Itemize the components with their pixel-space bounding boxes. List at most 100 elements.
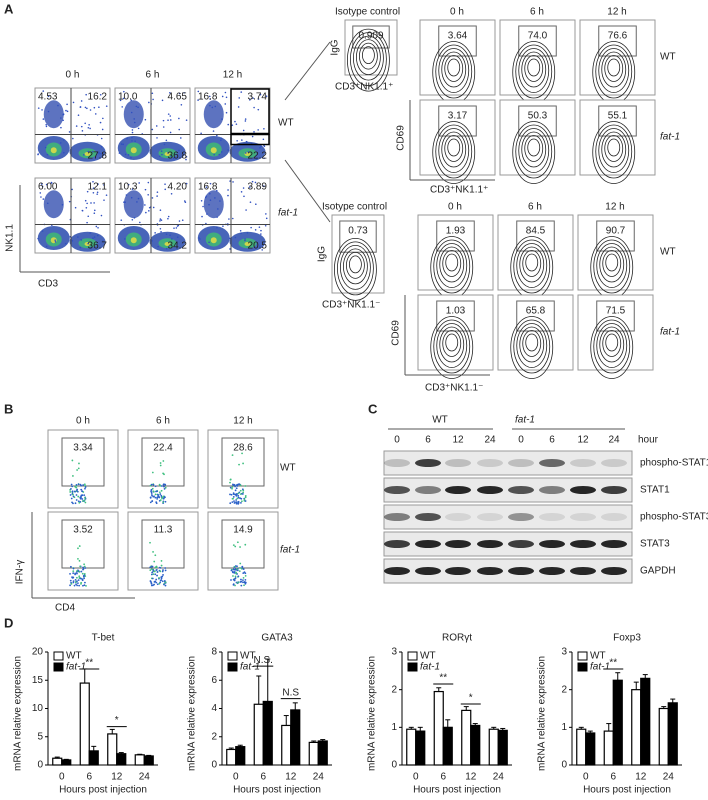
- gate-value: 12.1: [88, 182, 108, 193]
- contour: [607, 58, 621, 77]
- event-dot: [77, 236, 79, 238]
- gate-value: 4.20: [168, 182, 188, 193]
- event-dot: [82, 500, 84, 503]
- event-dot: [148, 210, 150, 212]
- event-dot: [152, 569, 155, 571]
- event-dot: [72, 576, 75, 579]
- event-dot: [175, 227, 178, 229]
- plot-frame: [47, 511, 119, 591]
- gate-value: 50.3: [528, 111, 548, 122]
- event-dot: [237, 494, 240, 497]
- bar: [442, 726, 453, 766]
- event-dot: [98, 151, 100, 154]
- plot-frame: [497, 294, 574, 371]
- contour: [521, 51, 547, 88]
- event-dot: [178, 128, 181, 131]
- event-dot: [160, 494, 163, 497]
- y-tick-label: 0: [211, 760, 217, 771]
- gate: [516, 220, 555, 252]
- event-dot: [233, 572, 236, 574]
- contour: [441, 51, 467, 88]
- event-dot: [156, 583, 159, 586]
- event-dot: [151, 128, 154, 131]
- event-dot: [69, 494, 72, 496]
- event-dot: [246, 231, 249, 234]
- event-dot: [78, 584, 81, 587]
- y-axis-label: CD69: [391, 320, 402, 346]
- event-dot: [87, 126, 90, 129]
- contour: [515, 124, 553, 179]
- event-dot: [124, 201, 126, 204]
- gate: [436, 220, 475, 252]
- event-dot: [239, 484, 242, 487]
- event-dot: [238, 570, 241, 573]
- event-dot: [46, 202, 49, 205]
- density-blob: [43, 190, 64, 219]
- event-dot: [84, 496, 86, 499]
- event-dot: [236, 581, 239, 584]
- x-tick-label: 0: [583, 772, 589, 783]
- event-dot: [151, 197, 154, 199]
- event-dot: [159, 220, 161, 222]
- event-dot: [96, 191, 99, 194]
- event-dot: [77, 495, 80, 498]
- event-dot: [83, 584, 86, 587]
- connector-arrow: [284, 41, 331, 101]
- y-tick-label: 8: [211, 647, 217, 658]
- contour: [348, 255, 362, 274]
- event-dot: [131, 219, 134, 221]
- event-dot: [100, 152, 102, 155]
- event-dot: [183, 91, 185, 94]
- event-dot: [183, 200, 186, 202]
- gate: [141, 437, 185, 487]
- blot-band: [384, 459, 410, 467]
- event-dot: [162, 569, 164, 571]
- y-axis-label: mRNA relative expression: [537, 656, 548, 771]
- event-dot: [136, 201, 138, 203]
- plot-frame: [417, 214, 494, 291]
- event-dot: [231, 486, 234, 488]
- event-dot: [71, 485, 74, 488]
- event-dot: [60, 117, 62, 119]
- event-dot: [77, 483, 80, 486]
- event-dot: [160, 564, 163, 567]
- event-dot: [252, 97, 254, 99]
- event-dot: [155, 566, 158, 569]
- event-dot: [240, 500, 243, 503]
- event-dot: [241, 139, 243, 141]
- event-dot: [98, 106, 100, 109]
- event-dot: [62, 113, 65, 116]
- event-dot: [234, 584, 236, 587]
- event-dot: [202, 205, 204, 208]
- event-dot: [262, 138, 265, 141]
- bar: [612, 679, 623, 766]
- event-dot: [235, 123, 238, 125]
- contour: [444, 55, 464, 82]
- event-dot: [81, 572, 84, 575]
- blot-band: [508, 459, 534, 467]
- contour: [444, 135, 464, 162]
- event-dot: [220, 151, 223, 153]
- contour: [445, 333, 459, 352]
- x-axis-label: Hours post injection: [59, 785, 147, 796]
- event-dot: [151, 494, 153, 497]
- blot-band: [445, 486, 471, 494]
- event-dot: [150, 488, 153, 491]
- event-dot: [239, 493, 242, 496]
- contour: [524, 55, 544, 82]
- x-axis-label: CD3⁺NK1.1⁺: [335, 82, 393, 93]
- event-dot: [215, 189, 218, 192]
- event-dot: [169, 119, 172, 121]
- event-dot: [185, 182, 188, 185]
- event-dot: [130, 157, 132, 159]
- gate: [518, 105, 557, 137]
- density-blob: [164, 152, 171, 156]
- event-dot: [127, 183, 130, 186]
- event-dot: [71, 459, 74, 462]
- event-dot: [77, 579, 80, 582]
- event-dot: [164, 486, 167, 489]
- event-dot: [72, 475, 74, 477]
- event-dot: [237, 496, 240, 499]
- contour: [605, 333, 619, 352]
- event-dot: [231, 124, 234, 126]
